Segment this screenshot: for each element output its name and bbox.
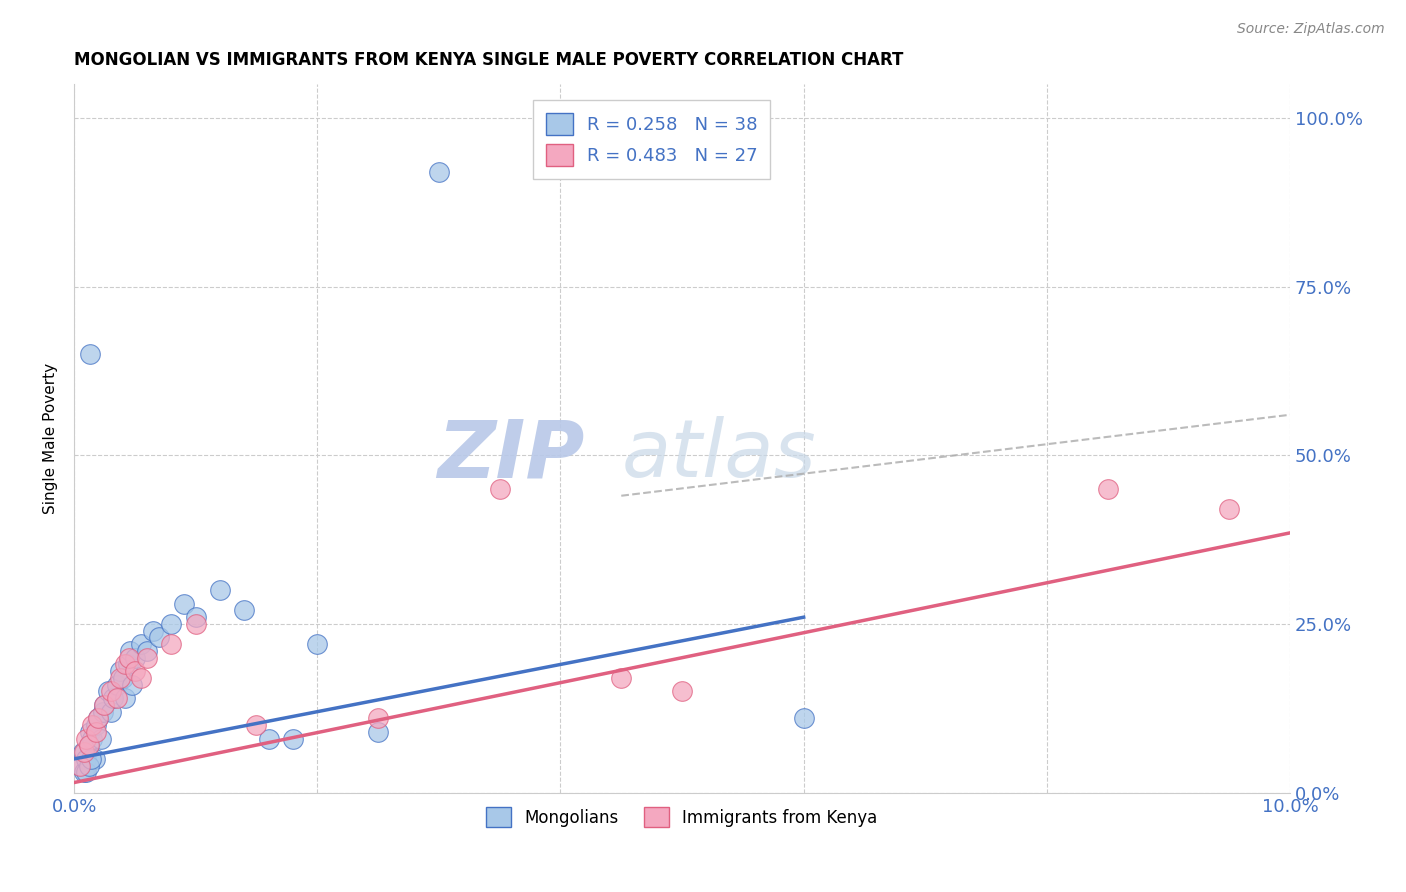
Point xyxy=(124,650,146,665)
Point xyxy=(610,671,633,685)
Point xyxy=(142,624,165,638)
Point xyxy=(79,347,101,361)
Point xyxy=(110,664,132,678)
Point xyxy=(114,691,136,706)
Point xyxy=(79,725,101,739)
Point xyxy=(367,725,389,739)
Point xyxy=(100,684,122,698)
Point xyxy=(148,631,170,645)
Point xyxy=(184,617,207,632)
Point xyxy=(307,637,329,651)
Point xyxy=(160,617,183,632)
Point xyxy=(90,731,112,746)
Point xyxy=(69,758,91,772)
Point xyxy=(75,731,97,746)
Point xyxy=(281,731,304,746)
Text: ZIP: ZIP xyxy=(437,417,585,494)
Point xyxy=(100,705,122,719)
Point xyxy=(93,698,115,712)
Point xyxy=(80,752,103,766)
Point xyxy=(136,650,159,665)
Point xyxy=(427,165,450,179)
Point xyxy=(82,718,104,732)
Point xyxy=(93,698,115,712)
Point xyxy=(118,644,141,658)
Point xyxy=(793,711,815,725)
Point xyxy=(111,671,134,685)
Point xyxy=(91,705,114,719)
Point xyxy=(77,739,100,753)
Y-axis label: Single Male Poverty: Single Male Poverty xyxy=(44,363,58,514)
Point xyxy=(97,684,120,698)
Point xyxy=(84,718,107,732)
Point xyxy=(72,745,94,759)
Point xyxy=(73,765,96,780)
Point xyxy=(73,745,96,759)
Point xyxy=(117,657,139,672)
Point xyxy=(83,752,105,766)
Point xyxy=(173,597,195,611)
Point xyxy=(1097,482,1119,496)
Point xyxy=(75,752,97,766)
Point xyxy=(75,765,97,780)
Legend: Mongolians, Immigrants from Kenya: Mongolians, Immigrants from Kenya xyxy=(479,800,884,834)
Point xyxy=(233,603,256,617)
Point xyxy=(124,664,146,678)
Point xyxy=(671,684,693,698)
Point xyxy=(110,671,132,685)
Text: Source: ZipAtlas.com: Source: ZipAtlas.com xyxy=(1237,22,1385,37)
Point xyxy=(136,644,159,658)
Point xyxy=(77,739,100,753)
Point xyxy=(82,731,104,746)
Point xyxy=(121,678,143,692)
Point xyxy=(129,671,152,685)
Point xyxy=(245,718,267,732)
Point xyxy=(1218,502,1240,516)
Point xyxy=(129,637,152,651)
Point xyxy=(105,678,128,692)
Point xyxy=(105,691,128,706)
Point xyxy=(488,482,510,496)
Point xyxy=(101,691,124,706)
Point xyxy=(208,583,231,598)
Text: MONGOLIAN VS IMMIGRANTS FROM KENYA SINGLE MALE POVERTY CORRELATION CHART: MONGOLIAN VS IMMIGRANTS FROM KENYA SINGL… xyxy=(75,51,904,69)
Point xyxy=(77,758,100,772)
Point xyxy=(367,711,389,725)
Point xyxy=(87,711,110,725)
Text: atlas: atlas xyxy=(621,417,815,494)
Point xyxy=(84,725,107,739)
Point xyxy=(69,758,91,772)
Point xyxy=(257,731,280,746)
Point xyxy=(118,650,141,665)
Point xyxy=(114,657,136,672)
Point xyxy=(184,610,207,624)
Point xyxy=(87,711,110,725)
Point xyxy=(160,637,183,651)
